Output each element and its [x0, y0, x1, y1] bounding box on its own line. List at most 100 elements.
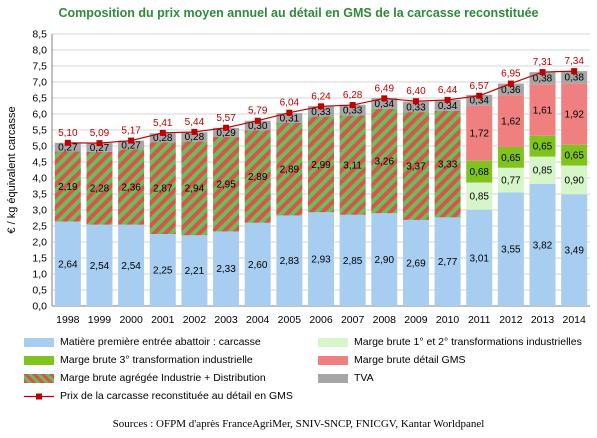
data-label: 2,85	[343, 256, 363, 267]
x-tick-label: 2000	[119, 314, 143, 326]
x-tick-label: 2003	[214, 314, 238, 326]
bar-marge-agregee	[402, 112, 429, 220]
price-label: 5,57	[216, 113, 236, 124]
x-tick-label: 2007	[341, 314, 365, 326]
data-label: 0,65	[564, 151, 584, 162]
y-tick-label: 6,5	[32, 93, 47, 105]
x-tick-label: 1999	[88, 314, 112, 326]
bar-marge-transfo-3	[466, 160, 493, 183]
data-label: 0,38	[564, 73, 584, 84]
data-label: 0,27	[121, 140, 141, 151]
price-label: 7,34	[564, 56, 584, 67]
bar-marge-detail	[561, 83, 588, 145]
bar-matiere	[118, 224, 145, 306]
legend-swatch	[318, 337, 348, 347]
price-line: 5,10 5,09 5,17 5,41 5,44 5,57 5,79 6,04 6,24 6,28…	[58, 56, 584, 147]
price-label: 7,31	[533, 57, 553, 68]
price-marker	[412, 98, 419, 105]
y-tick-label: 5,5	[32, 125, 47, 137]
data-label: 0,28	[185, 132, 205, 143]
data-label: 0,90	[564, 175, 584, 186]
legend-item-transfo3: Marge brute 3° transformation industriel…	[24, 354, 253, 366]
data-label: 2,33	[216, 264, 236, 275]
bar-marge-transfo-1-2	[497, 167, 524, 193]
price-marker	[96, 140, 103, 147]
y-tick-label: 2,5	[32, 221, 47, 233]
bar-tva	[149, 133, 176, 143]
data-label: 0,34	[470, 96, 490, 107]
bar-tva	[466, 94, 493, 106]
bar-marge-transfo-1-2	[529, 156, 556, 184]
bar-marge-detail	[466, 105, 493, 161]
bar-matiere	[276, 215, 303, 306]
data-label: 2,19	[58, 182, 78, 193]
price-marker	[128, 137, 135, 144]
bar-matiere	[339, 214, 366, 306]
data-label: 0,33	[343, 106, 363, 117]
data-label: 1,62	[501, 117, 521, 128]
y-axis-label: € / kg équivalent carcasse	[6, 106, 18, 233]
data-label: 2,69	[406, 258, 426, 269]
bar-tva	[339, 104, 366, 116]
bar-tva	[371, 98, 398, 109]
data-label: 1,61	[533, 106, 553, 117]
legend-swatch	[24, 355, 54, 365]
y-tick-label: 6,0	[32, 109, 47, 121]
legend-swatch	[24, 373, 54, 383]
x-tick-label: 2012	[499, 314, 523, 326]
legend-label: Marge brute agrégée Industrie + Distribu…	[60, 372, 266, 384]
bar-marge-detail	[497, 95, 524, 147]
legend-item-tva: TVA	[318, 372, 374, 384]
bar-marge-agregee	[118, 149, 145, 225]
x-tick-label: 2001	[151, 314, 175, 326]
data-label: 2,94	[185, 184, 205, 195]
data-label: 0,77	[501, 176, 521, 187]
data-label: 2,28	[90, 184, 110, 195]
data-label: 0,65	[501, 153, 521, 164]
data-label: 3,26	[375, 157, 395, 168]
bar-matiere	[434, 217, 461, 306]
x-tick-label: 2002	[183, 314, 207, 326]
price-label: 6,40	[406, 86, 426, 97]
data-label: 2,25	[153, 266, 173, 277]
data-label: 2,83	[280, 256, 300, 267]
bar-matiere	[54, 221, 81, 306]
x-tick-label: 2006	[309, 314, 333, 326]
legend-swatch	[24, 337, 54, 347]
data-label: 0,38	[533, 74, 553, 85]
bar-tva	[497, 83, 524, 96]
bar-marge-transfo-3	[529, 135, 556, 157]
bar-marge-agregee	[434, 110, 461, 218]
bar-marge-agregee	[86, 151, 113, 225]
data-label: 2,93	[311, 255, 331, 266]
y-tick-label: 8,0	[32, 45, 47, 57]
data-label: 2,54	[90, 261, 110, 272]
data-label: 2,36	[121, 182, 141, 193]
legend-item-agregee: Marge brute agrégée Industrie + Distribu…	[24, 372, 266, 384]
bar-marge-agregee	[244, 130, 271, 223]
bar-marge-agregee	[149, 142, 176, 234]
price-marker	[286, 109, 293, 116]
y-tick-label: 4,5	[32, 157, 47, 169]
bar-marge-transfo-3	[497, 146, 524, 168]
legend-item-transfo12: Marge brute 1° et 2° transformations ind…	[318, 336, 582, 348]
data-label: 0,65	[533, 142, 553, 153]
price-label: 5,79	[248, 106, 268, 117]
y-tick-label: 2,0	[32, 237, 47, 249]
price-marker	[159, 129, 166, 136]
price-label: 6,49	[375, 83, 395, 94]
bar-tva	[402, 101, 429, 113]
bar-marge-agregee	[181, 141, 208, 236]
x-tick-label: 2014	[562, 314, 586, 326]
data-label: 3,49	[564, 246, 584, 257]
legend-swatch	[318, 355, 348, 365]
data-label: 1,92	[564, 110, 584, 121]
y-tick-label: 0,5	[32, 285, 47, 297]
price-label: 5,10	[58, 128, 78, 139]
bar-matiere	[181, 235, 208, 306]
legend-label: Marge brute 1° et 2° transformations ind…	[354, 336, 582, 348]
data-label: 0,85	[470, 192, 490, 203]
x-tick-label: 2010	[436, 314, 460, 326]
data-label: 3,55	[501, 245, 521, 256]
price-label: 6,57	[470, 81, 490, 92]
